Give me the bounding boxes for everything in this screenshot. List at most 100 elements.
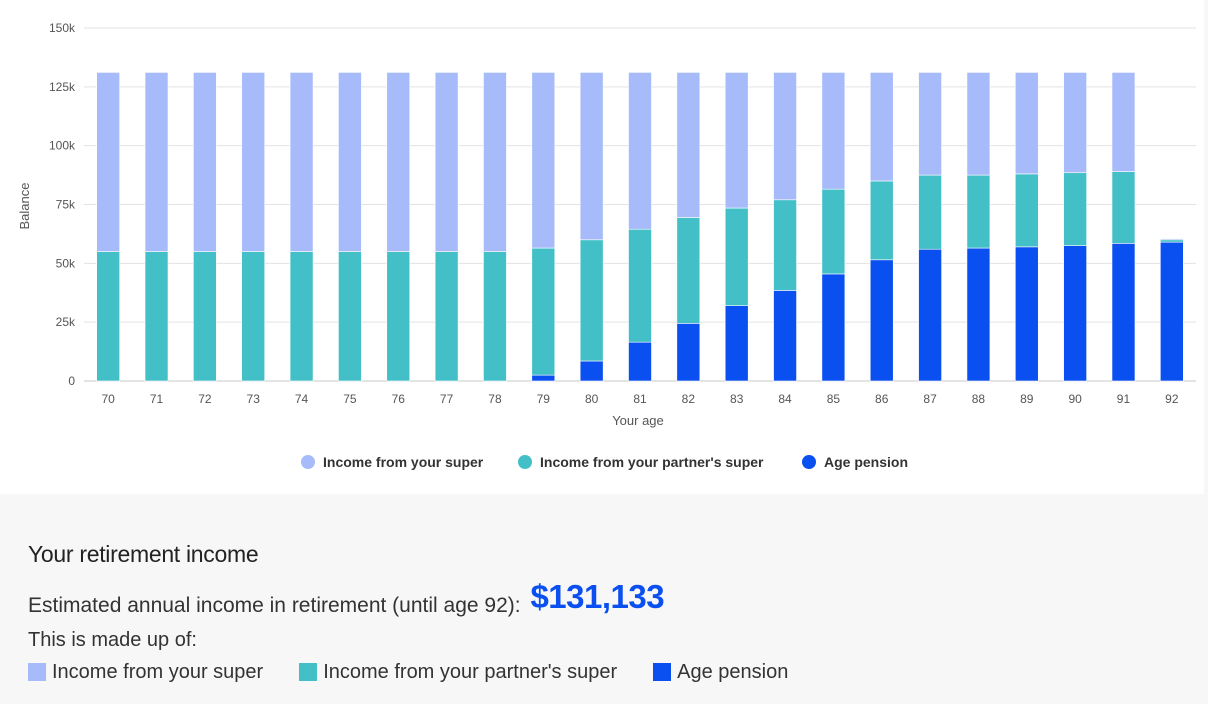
key-label: Age pension <box>677 661 789 683</box>
bar-segment-income-from-your-super-age-75[interactable] <box>338 72 362 252</box>
x-tick-label: 70 <box>101 392 115 406</box>
bars <box>96 72 1184 382</box>
bar-segment-age-pension-age-79[interactable] <box>531 374 556 382</box>
legend-label: Income from your partner's super <box>540 454 764 470</box>
x-tick-label: 83 <box>730 392 744 406</box>
chart-legend: Income from your super Income from your p… <box>301 454 908 470</box>
bar-segment-income-from-your-partner-s-super-age-83[interactable] <box>724 207 749 306</box>
bar-segment-income-from-your-super-age-79[interactable] <box>531 72 556 249</box>
x-axis-title: Your age <box>612 413 664 428</box>
bar-segment-age-pension-age-90[interactable] <box>1063 245 1087 382</box>
estimate-row: Estimated annual income in retirement (u… <box>28 580 1188 623</box>
bar-segment-income-from-your-partner-s-super-age-72[interactable] <box>193 251 217 382</box>
key-item-partner-super: Income from your partner's super <box>299 657 617 687</box>
bar-segment-income-from-your-partner-s-super-age-76[interactable] <box>386 251 411 382</box>
swatch-your-super-icon <box>28 663 46 681</box>
x-tick-label: 88 <box>972 392 986 406</box>
chart-card: 0 25k 50k 75k 100k 125k 150k 70 71 72 73 74 75 76 77 7… <box>17 21 1196 470</box>
x-tick-label: 81 <box>633 392 647 406</box>
legend-label: Age pension <box>824 454 908 470</box>
key-label: Income from your super <box>52 661 264 683</box>
bar-segment-age-pension-age-89[interactable] <box>1014 246 1039 382</box>
bar-segment-income-from-your-partner-s-super-age-75[interactable] <box>338 251 362 382</box>
x-tick-label: 75 <box>343 392 357 406</box>
key-item-your-super: Income from your super <box>28 657 263 687</box>
bar-segment-income-from-your-partner-s-super-age-74[interactable] <box>289 251 314 382</box>
legend-dot-icon <box>518 455 532 469</box>
bar-segment-income-from-your-partner-s-super-age-88[interactable] <box>966 174 991 249</box>
x-tick-label: 82 <box>682 392 696 406</box>
bar-segment-income-from-your-super-age-83[interactable] <box>724 72 749 209</box>
bar-segment-income-from-your-super-age-89[interactable] <box>1014 72 1039 175</box>
legend-item[interactable]: Income from your partner's super <box>518 454 764 470</box>
bar-segment-age-pension-age-88[interactable] <box>966 247 991 382</box>
bar-segment-income-from-your-super-age-74[interactable] <box>289 72 314 252</box>
bar-segment-age-pension-age-84[interactable] <box>773 290 797 382</box>
bar-segment-income-from-your-partner-s-super-age-90[interactable] <box>1063 172 1087 246</box>
bar-segment-income-from-your-partner-s-super-age-84[interactable] <box>773 199 797 291</box>
bar-segment-income-from-your-super-age-73[interactable] <box>241 72 266 252</box>
bar-segment-income-from-your-super-age-91[interactable] <box>1111 72 1136 172</box>
bar-segment-age-pension-age-92[interactable] <box>1160 241 1184 382</box>
x-tick-label: 86 <box>875 392 889 406</box>
bar-segment-income-from-your-super-age-92[interactable] <box>1160 238 1184 241</box>
income-key: Income from your super Income from your … <box>28 657 1188 687</box>
bar-segment-income-from-your-super-age-90[interactable] <box>1063 72 1087 174</box>
bar-segment-income-from-your-super-age-78[interactable] <box>483 72 507 252</box>
bar-segment-income-from-your-super-age-81[interactable] <box>628 72 652 230</box>
swatch-age-pension-icon <box>653 663 672 681</box>
bar-segment-income-from-your-partner-s-super-age-80[interactable] <box>579 239 604 362</box>
x-tick-label: 80 <box>585 392 599 406</box>
bar-segment-income-from-your-super-age-76[interactable] <box>386 72 411 252</box>
x-tick-label: 84 <box>778 392 792 406</box>
y-tick-label: 0 <box>68 374 75 388</box>
bar-segment-income-from-your-partner-s-super-age-87[interactable] <box>918 174 942 250</box>
bar-segment-income-from-your-super-age-88[interactable] <box>966 72 991 176</box>
bar-segment-income-from-your-partner-s-super-age-85[interactable] <box>821 188 846 275</box>
y-tick-label: 25k <box>56 315 76 329</box>
legend-item[interactable]: Age pension <box>802 454 908 470</box>
bar-segment-income-from-your-super-age-87[interactable] <box>918 72 942 176</box>
x-axis-ticks: 70 71 72 73 74 75 76 77 78 79 80 81 82 83 84 85 86 87 88 89… <box>101 392 1178 406</box>
bar-segment-income-from-your-super-age-80[interactable] <box>579 72 604 241</box>
bar-segment-income-from-your-partner-s-super-age-91[interactable] <box>1111 171 1136 244</box>
bar-segment-age-pension-age-91[interactable] <box>1111 243 1136 382</box>
y-tick-label: 150k <box>49 21 76 35</box>
bar-segment-income-from-your-partner-s-super-age-78[interactable] <box>483 251 507 382</box>
legend-item[interactable]: Income from your super <box>301 454 484 470</box>
bar-segment-age-pension-age-81[interactable] <box>628 341 652 382</box>
y-tick-label: 125k <box>49 80 76 94</box>
bar-segment-income-from-your-super-age-77[interactable] <box>434 72 459 252</box>
swatch-partner-super-icon <box>299 663 318 681</box>
summary-title: Your retirement income <box>28 541 259 567</box>
bar-segment-income-from-your-partner-s-super-age-81[interactable] <box>628 228 652 343</box>
bar-segment-income-from-your-partner-s-super-age-89[interactable] <box>1014 173 1039 248</box>
bar-segment-age-pension-age-86[interactable] <box>869 259 894 382</box>
bar-segment-income-from-your-super-age-82[interactable] <box>676 72 701 218</box>
bar-segment-income-from-your-partner-s-super-age-73[interactable] <box>241 251 266 382</box>
bar-segment-income-from-your-partner-s-super-age-71[interactable] <box>144 251 169 382</box>
bar-segment-income-from-your-super-age-85[interactable] <box>821 72 846 190</box>
bar-segment-income-from-your-super-age-72[interactable] <box>193 72 217 252</box>
y-axis-ticks: 0 25k 50k 75k 100k 125k 150k <box>49 21 76 388</box>
bar-segment-age-pension-age-83[interactable] <box>724 305 749 382</box>
x-tick-label: 74 <box>295 392 309 406</box>
bar-segment-income-from-your-partner-s-super-age-92[interactable] <box>1160 239 1184 243</box>
legend-dot-icon <box>301 455 315 469</box>
x-tick-label: 77 <box>440 392 454 406</box>
bar-segment-income-from-your-partner-s-super-age-77[interactable] <box>434 251 459 382</box>
bar-segment-age-pension-age-85[interactable] <box>821 273 846 382</box>
bar-segment-income-from-your-partner-s-super-age-82[interactable] <box>676 217 701 324</box>
bar-segment-income-from-your-partner-s-super-age-70[interactable] <box>96 251 120 382</box>
bar-segment-income-from-your-super-age-70[interactable] <box>96 72 120 252</box>
bar-segment-age-pension-age-80[interactable] <box>579 360 604 382</box>
bar-segment-age-pension-age-82[interactable] <box>676 323 701 382</box>
x-tick-label: 89 <box>1020 392 1034 406</box>
bar-segment-income-from-your-partner-s-super-age-79[interactable] <box>531 247 556 376</box>
bar-segment-age-pension-age-87[interactable] <box>918 248 942 382</box>
bar-segment-income-from-your-super-age-84[interactable] <box>773 72 797 201</box>
bar-segment-income-from-your-partner-s-super-age-86[interactable] <box>869 180 894 261</box>
bar-segment-income-from-your-super-age-71[interactable] <box>144 72 169 252</box>
bar-segment-income-from-your-super-age-86[interactable] <box>869 72 894 182</box>
